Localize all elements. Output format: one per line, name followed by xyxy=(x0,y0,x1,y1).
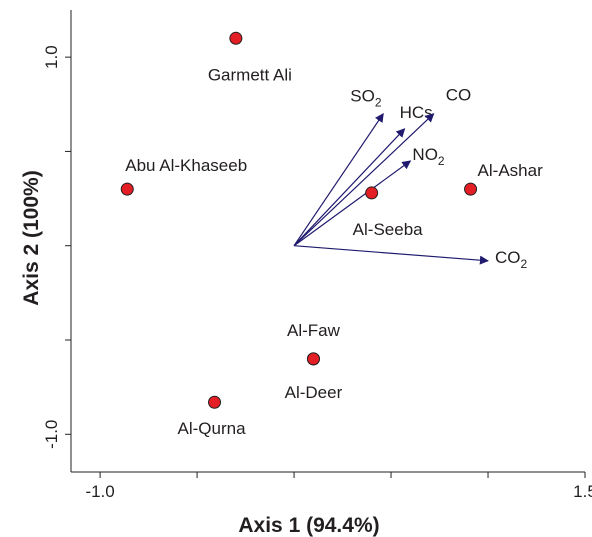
vector-label-subscript: 2 xyxy=(521,257,528,271)
vector-arrow xyxy=(293,128,406,247)
vector-label-main: NO xyxy=(412,145,438,164)
sample-points: Garmett Ali Abu Al-Khaseeb Al-Seeba Al-Asha… xyxy=(120,31,544,438)
vector-label-main: CO xyxy=(495,248,521,267)
vector-label: CO xyxy=(446,86,472,105)
point-label: Al-Qurna xyxy=(178,419,247,438)
y-axis-title: Axis 2 (100%) xyxy=(20,170,43,305)
x-axis-title: Axis 1 (94.4%) xyxy=(238,514,379,537)
point-label: Al-Ashar xyxy=(478,161,544,180)
vector-label: HCs xyxy=(400,103,433,122)
vector-label-main: CO xyxy=(446,86,472,105)
vector-label-main: HCs xyxy=(400,103,433,122)
vector-label: SO2 xyxy=(350,87,382,110)
vector-label-subscript: 2 xyxy=(438,154,445,168)
point-label: Garmett Ali xyxy=(208,65,292,84)
data-point xyxy=(120,182,134,196)
data-point xyxy=(229,31,243,45)
vector-arrow xyxy=(293,113,435,247)
vector-arrow xyxy=(294,245,489,265)
axes: -1.0 1.5 -1.0 1.0 xyxy=(42,10,592,501)
vector-label-subscript: 2 xyxy=(375,96,382,110)
data-point xyxy=(306,352,320,366)
point-label: Abu Al-Khaseeb xyxy=(125,156,247,175)
vector-arrow xyxy=(293,112,384,247)
point-label: Al-Deer xyxy=(285,383,343,402)
x-tick-label: -1.0 xyxy=(85,482,114,501)
y-tick-label: -1.0 xyxy=(42,420,61,449)
vector-label: NO2 xyxy=(412,145,445,168)
vector-label-main: SO xyxy=(350,87,375,106)
vector-arrow xyxy=(293,160,412,247)
data-point xyxy=(464,182,478,196)
y-tick-label: 1.0 xyxy=(42,45,61,69)
point-label: Al-Faw xyxy=(287,321,341,340)
data-point xyxy=(208,395,222,409)
point-label: Al-Seeba xyxy=(353,220,423,239)
vector-label: CO2 xyxy=(495,248,528,271)
data-point xyxy=(365,186,379,200)
x-tick-label: 1.5 xyxy=(573,482,592,501)
